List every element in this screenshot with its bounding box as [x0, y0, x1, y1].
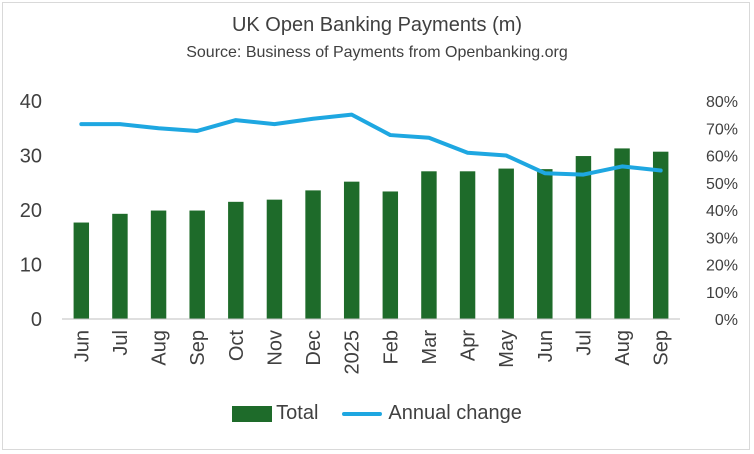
bar-total-12: [537, 169, 553, 319]
x-tick-label: Sep: [651, 330, 673, 366]
bar-total-14: [614, 148, 630, 319]
legend-swatch-annual-change: [342, 411, 383, 416]
x-tick-label: Nov: [264, 330, 286, 366]
x-tick-label: Aug: [612, 330, 634, 366]
x-tick-label: Oct: [226, 330, 248, 362]
legend-label-total: Total: [276, 402, 319, 424]
x-tick-label: Dec: [303, 330, 325, 366]
legend-item-total: Total: [232, 402, 318, 425]
y-left-tick-label: 30: [20, 146, 42, 168]
bar-total-5: [266, 199, 283, 319]
x-tick-label: Jul: [110, 330, 132, 356]
bar-total-10: [459, 171, 476, 319]
bar-total-8: [382, 191, 399, 319]
legend: Total Annual change: [0, 402, 754, 425]
x-tick-label: Apr: [458, 330, 480, 361]
y-right-tick-label: 60%: [706, 149, 738, 166]
y-right-tick-label: 40%: [706, 203, 738, 220]
bar-total-2: [150, 210, 167, 319]
bar-total-13: [575, 156, 592, 319]
y-right-tick-label: 10%: [706, 285, 738, 302]
bar-total-9: [421, 171, 437, 319]
y-right-tick-label: 20%: [706, 258, 738, 275]
y-left-tick-label: 10: [20, 255, 42, 277]
x-tick-label: Jul: [573, 330, 595, 356]
legend-swatch-total: [232, 405, 273, 422]
x-tick-label: 2025: [342, 330, 364, 375]
y-right-tick-label: 80%: [706, 94, 738, 111]
x-tick-label: Jun: [71, 330, 93, 362]
bar-total-15: [652, 151, 669, 319]
legend-item-annual-change: Annual change: [342, 402, 522, 425]
bar-total-4: [228, 201, 244, 319]
chart-title: UK Open Banking Payments (m): [231, 14, 523, 36]
y-right-tick-label: 50%: [706, 176, 738, 193]
y-left-tick-label: 40: [20, 91, 42, 113]
legend-label-annual-change: Annual change: [388, 402, 522, 424]
y-left-tick-label: 0: [31, 309, 42, 331]
bar-total-6: [305, 190, 321, 319]
x-tick-label: Mar: [419, 330, 441, 365]
x-tick-label: Aug: [149, 330, 171, 366]
x-tick-label: Jun: [535, 330, 557, 362]
bar-total-0: [73, 222, 90, 319]
bar-total-3: [189, 210, 205, 319]
x-tick-label: Feb: [380, 330, 402, 364]
y-right-tick-label: 0%: [715, 312, 738, 329]
x-tick-label: May: [496, 330, 518, 368]
bar-total-7: [343, 181, 360, 319]
y-right-tick-label: 30%: [706, 230, 738, 247]
chart-subtitle: Source: Business of Payments from Openba…: [186, 44, 568, 61]
y-left-tick-label: 20: [20, 200, 42, 222]
y-right-tick-label: 70%: [706, 121, 738, 138]
bar-total-11: [498, 168, 514, 319]
bar-total-1: [112, 213, 128, 319]
line-annual-change: [79, 112, 663, 177]
x-tick-label: Sep: [187, 330, 209, 366]
